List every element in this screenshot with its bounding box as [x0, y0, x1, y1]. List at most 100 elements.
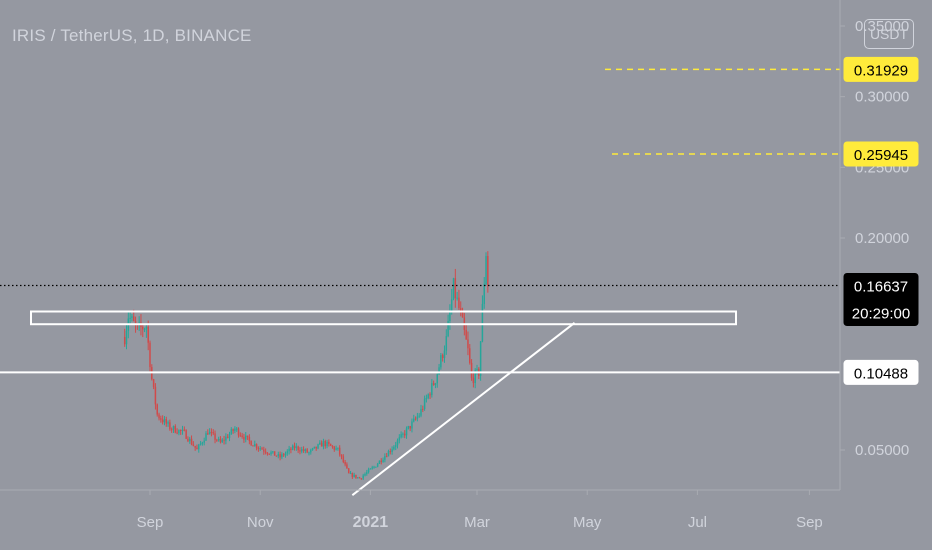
candle [241, 432, 243, 439]
candle-body [254, 444, 256, 447]
candle-body [275, 455, 278, 457]
candle [183, 426, 186, 432]
candle [154, 383, 157, 410]
candle-body [333, 446, 336, 450]
candle [420, 404, 422, 418]
candle-body [176, 432, 178, 434]
candle-body [353, 474, 355, 477]
candle [288, 445, 290, 455]
candle [245, 432, 247, 443]
candle [286, 449, 289, 456]
trendline[interactable] [351, 322, 576, 497]
candle [131, 314, 133, 322]
candle-body [134, 320, 137, 325]
candle [373, 465, 375, 469]
candle-body [474, 370, 476, 384]
candle [369, 468, 372, 470]
candle [145, 323, 148, 338]
candle-body [194, 445, 196, 448]
candle [201, 441, 204, 446]
candle [152, 378, 155, 390]
candle [239, 432, 242, 437]
candle [243, 433, 245, 443]
candle [147, 320, 149, 351]
candle-body [459, 308, 462, 311]
candle-body [190, 438, 193, 445]
candle [483, 277, 485, 309]
candle [427, 393, 429, 400]
time-tick-label: Mar [464, 514, 490, 531]
candle-body [188, 438, 191, 442]
candle-body [149, 342, 151, 368]
candle-body [241, 435, 243, 437]
candle [344, 459, 346, 467]
candle-body [210, 431, 213, 433]
candle [461, 307, 464, 318]
candle [431, 379, 433, 398]
candle-body [161, 419, 164, 423]
candle [311, 447, 314, 451]
time-tick-label: May [573, 514, 602, 531]
candle-body [438, 367, 440, 375]
candle-body [147, 326, 149, 343]
candle-body [152, 379, 155, 387]
candle-body [308, 452, 310, 454]
candle-body [284, 453, 287, 456]
candle [190, 435, 193, 446]
candle-body [476, 368, 478, 371]
drawings-layer[interactable] [0, 68, 840, 497]
candle-body [174, 426, 177, 433]
candle-body [311, 448, 314, 450]
candle-body [413, 418, 415, 422]
candle-body [243, 436, 245, 440]
candle-body [279, 454, 281, 458]
candle-body [414, 418, 417, 420]
candle-body [351, 473, 354, 477]
candle [407, 425, 410, 430]
candle-body [201, 442, 204, 444]
candle [291, 444, 294, 451]
candle-body [335, 448, 337, 450]
candle-body [208, 431, 211, 435]
candle [255, 443, 258, 451]
candle-body [337, 447, 339, 449]
candle-body [360, 478, 363, 480]
candle-body [416, 416, 419, 419]
candle-body [380, 460, 382, 462]
candle-body [344, 462, 346, 465]
candle [432, 380, 435, 386]
candle [142, 323, 144, 338]
candle [290, 447, 292, 454]
candle-body [156, 404, 158, 415]
candle-body [447, 320, 449, 337]
resistance-zone-rectangle[interactable] [30, 310, 737, 326]
candle-body [181, 429, 184, 431]
candle-body [373, 466, 375, 468]
candle-body [407, 426, 410, 429]
currency-button[interactable]: USDT [864, 19, 914, 49]
candle [234, 426, 236, 434]
candle [272, 451, 274, 454]
candle [129, 311, 131, 325]
candle-body [479, 341, 482, 376]
candle [304, 448, 307, 454]
candle [178, 429, 180, 436]
candle [282, 452, 285, 457]
candle-body [364, 473, 366, 476]
candle-body [239, 435, 242, 437]
candle [167, 420, 169, 427]
candle-body [288, 448, 290, 452]
candle-body [154, 386, 157, 405]
candle-body [420, 408, 422, 416]
candle [403, 430, 406, 439]
candle-body [268, 453, 270, 455]
candle-body [472, 377, 475, 384]
candle [387, 449, 390, 457]
candle-body [389, 451, 392, 453]
candle [338, 445, 341, 457]
candle [376, 462, 379, 468]
candle-body [199, 443, 202, 445]
candle [176, 428, 178, 435]
